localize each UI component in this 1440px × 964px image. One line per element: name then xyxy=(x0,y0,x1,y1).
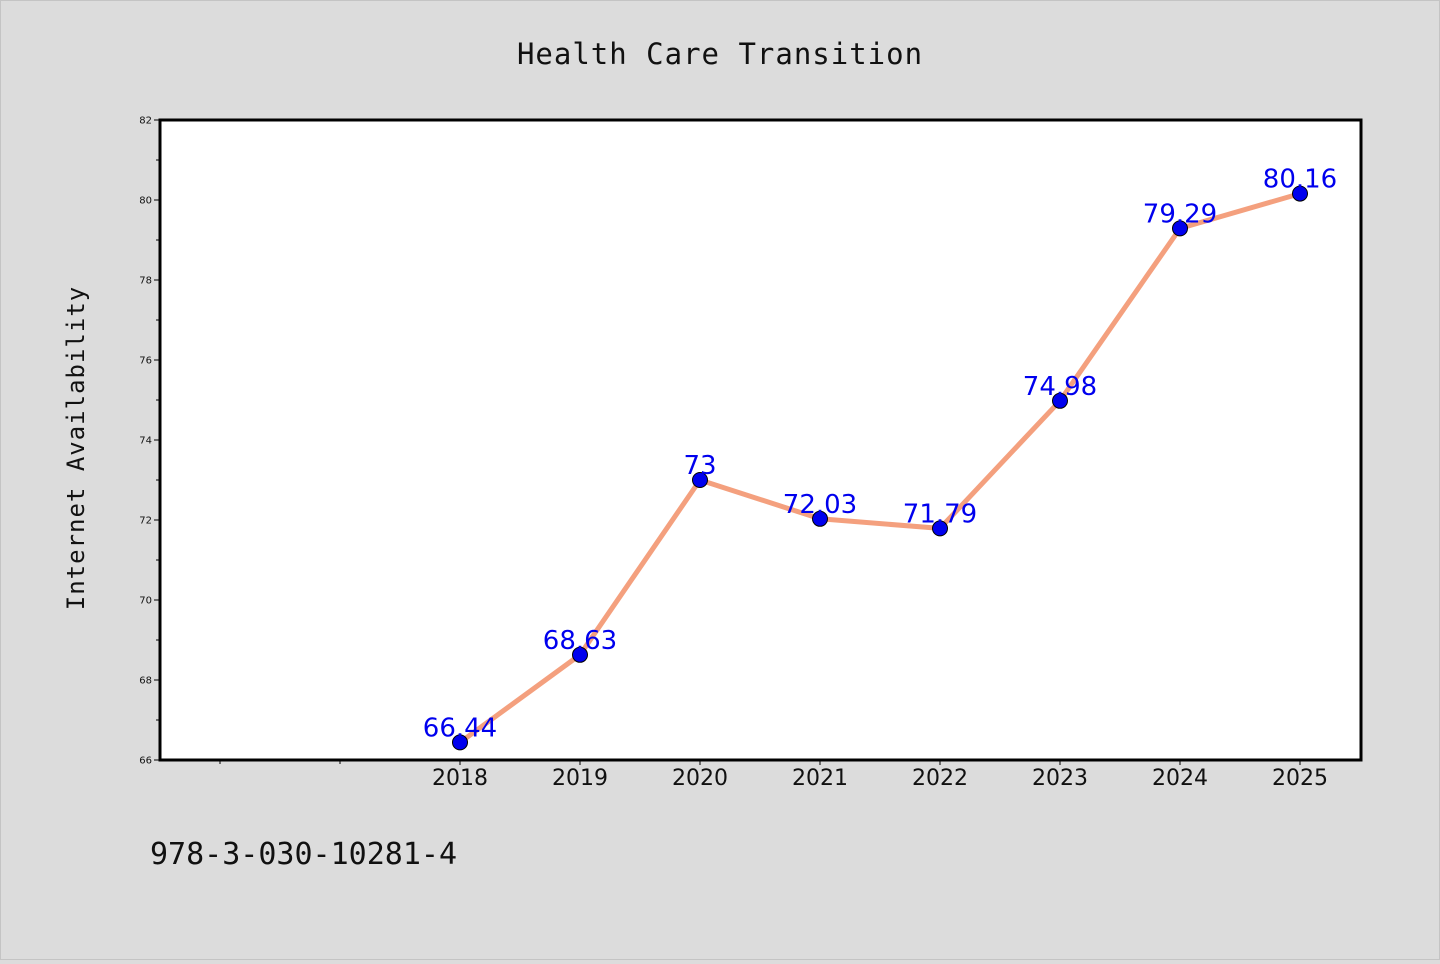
data-point xyxy=(1292,185,1308,202)
data-label: 72.03 xyxy=(783,490,857,520)
y-tick-label: 72 xyxy=(139,516,152,527)
x-tick-label: 2018 xyxy=(432,766,488,791)
x-axis: 2018 2019 2020 2021 2022 2023 2024 2025 xyxy=(219,760,1328,791)
data-label: 71.79 xyxy=(903,499,977,529)
x-tick-label: 2022 xyxy=(912,766,968,791)
data-point xyxy=(452,734,468,751)
data-label: 80.16 xyxy=(1263,165,1337,195)
footer-code: 978-3-030-10281-4 xyxy=(150,837,457,872)
data-point xyxy=(1052,392,1068,409)
data-point xyxy=(812,510,828,527)
data-label: 74.98 xyxy=(1023,372,1097,402)
x-tick-label: 2021 xyxy=(792,766,848,791)
plot-area xyxy=(158,118,1363,762)
y-tick-label: 80 xyxy=(139,196,152,207)
y-tick-label: 76 xyxy=(139,356,152,367)
data-point xyxy=(572,646,588,663)
data-point xyxy=(1172,220,1188,237)
chart-title: Health Care Transition xyxy=(517,37,923,71)
y-tick-label: 70 xyxy=(139,596,152,607)
x-tick-label: 2023 xyxy=(1032,766,1088,791)
y-axis: 66 68 70 72 74 76 78 80 82 xyxy=(139,116,160,767)
y-axis-label: Internet Availability xyxy=(62,286,90,610)
y-tick-label: 74 xyxy=(139,436,152,447)
y-tick-label: 82 xyxy=(139,116,152,127)
series-line xyxy=(452,185,1308,751)
series-line-path xyxy=(457,191,1303,745)
x-tick-label: 2020 xyxy=(672,766,728,791)
data-label: 79.29 xyxy=(1143,199,1217,229)
x-tick-label: 2025 xyxy=(1272,766,1328,791)
data-labels: 66.44 68.63 73 72.03 71.79 74.98 79.29 80.16 xyxy=(423,165,1337,744)
x-tick-label: 2024 xyxy=(1152,766,1208,791)
data-label: 66.44 xyxy=(423,713,497,743)
x-tick-label: 2019 xyxy=(552,766,608,791)
data-point xyxy=(692,472,708,488)
data-label: 73 xyxy=(683,451,716,481)
data-label: 68.63 xyxy=(543,626,617,656)
y-tick-label: 68 xyxy=(139,676,152,687)
y-tick-label: 78 xyxy=(139,276,152,287)
data-point xyxy=(932,520,948,537)
y-tick-label: 66 xyxy=(139,756,152,767)
